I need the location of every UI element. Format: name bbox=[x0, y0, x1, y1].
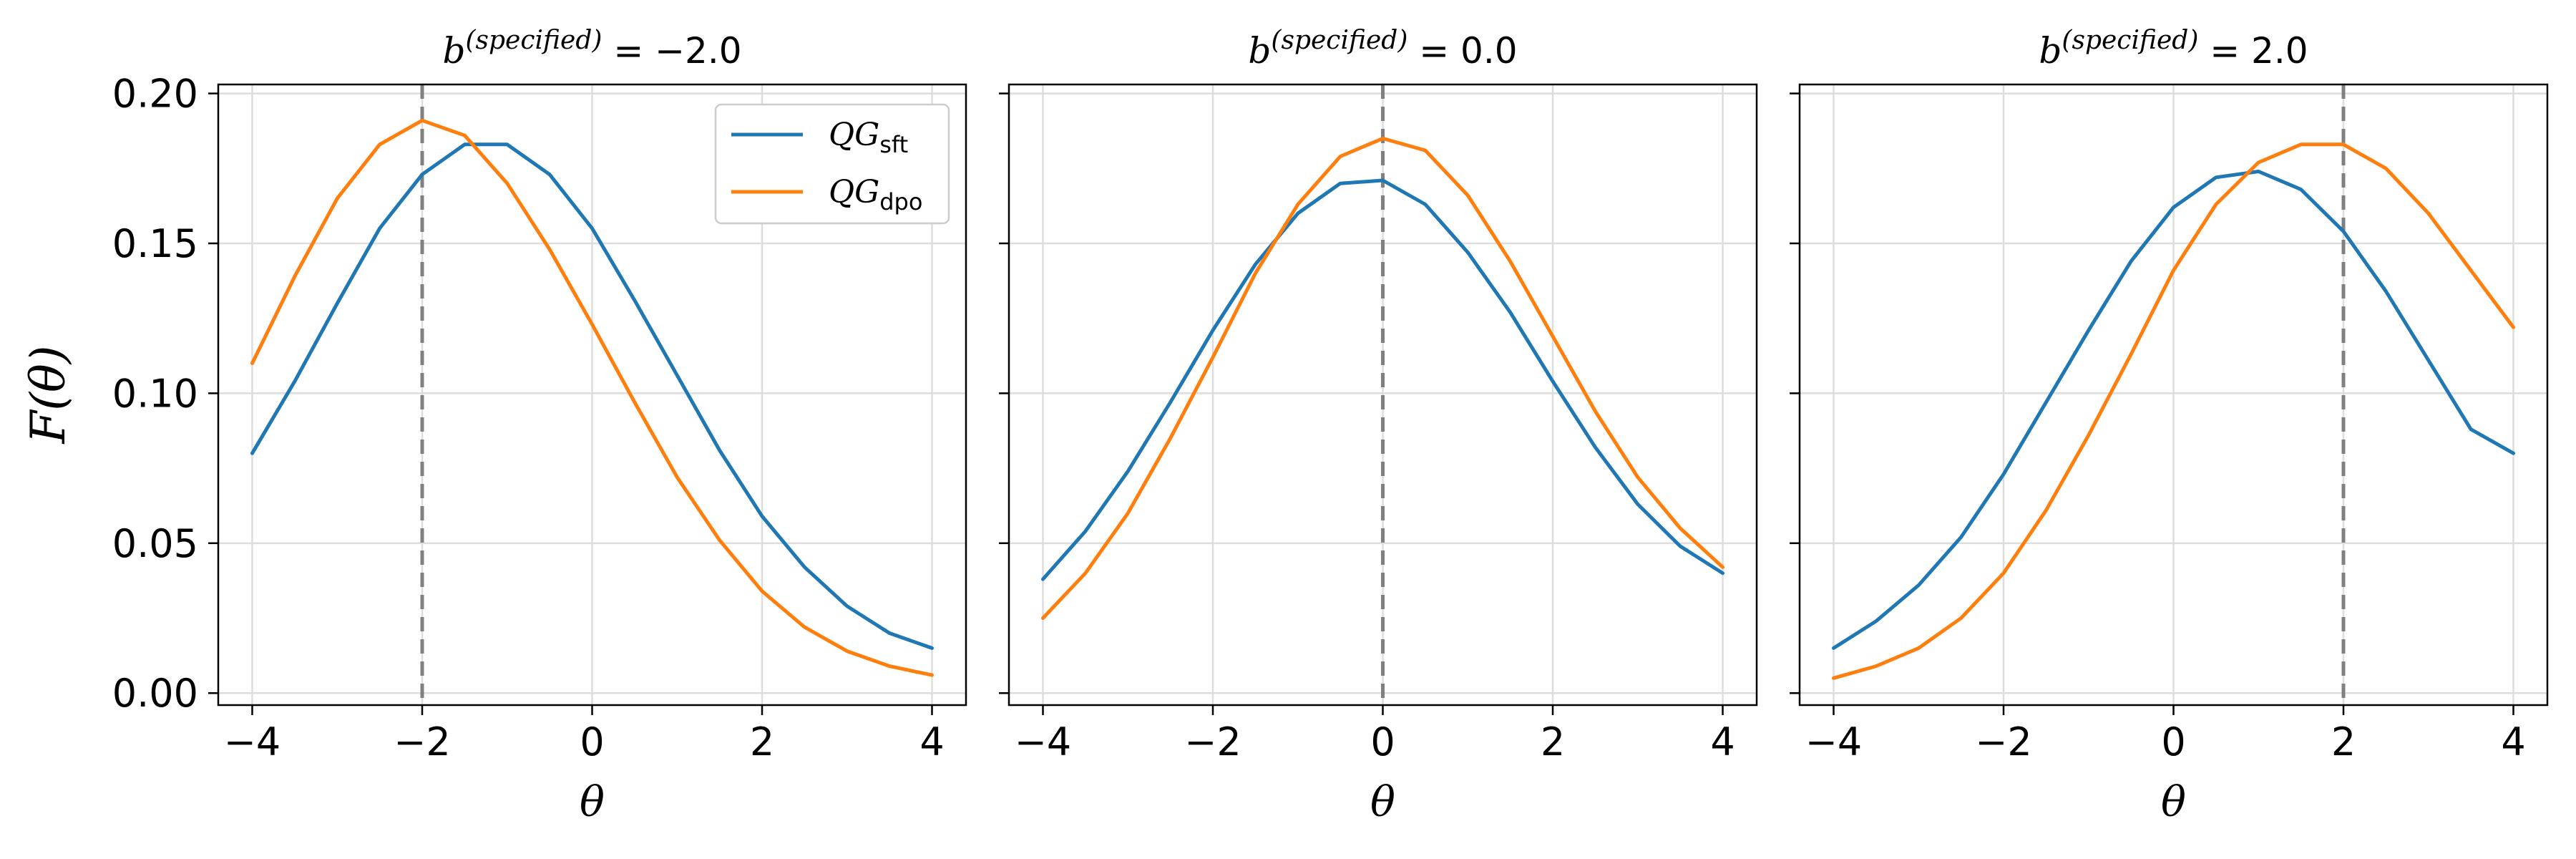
series-line-qg-dpo bbox=[250, 118, 934, 677]
panel-1: −4 −2 0 2 4 0.00 0.05 0.10 0.15 0.20 θ b(specified)… bbox=[112, 26, 967, 826]
x-tick-label: −2 bbox=[394, 719, 451, 765]
legend-label-subscript: sft bbox=[879, 131, 908, 158]
legend-label-base: QG bbox=[829, 117, 879, 153]
x-tick-label: −4 bbox=[224, 719, 281, 765]
series-line-qg-sft bbox=[1041, 178, 1724, 581]
legend-label-subscript: dpo bbox=[879, 188, 922, 215]
y-tick-label: 0.10 bbox=[112, 371, 198, 416]
x-tick-label: 2 bbox=[750, 719, 774, 765]
y-axis-label: F(θ) bbox=[21, 345, 76, 444]
y-tick-label: 0.15 bbox=[112, 221, 198, 266]
x-axis-label: θ bbox=[580, 777, 605, 826]
x-tick-label: −2 bbox=[1184, 719, 1241, 765]
panel-title-base: b bbox=[442, 30, 465, 72]
panel-title-superscript: (specified) bbox=[465, 26, 602, 55]
x-tick-label: 0 bbox=[1370, 719, 1395, 765]
series-line-qg-dpo bbox=[1832, 142, 2515, 680]
panel-title: b(specified) = 2.0 bbox=[2039, 26, 2308, 72]
legend-label-dpo: QGdpo bbox=[829, 174, 922, 215]
x-tick-label: −4 bbox=[1015, 719, 1072, 765]
x-tick-label: −2 bbox=[1975, 719, 2032, 765]
panel-title-value: = 0.0 bbox=[1407, 30, 1517, 72]
y-tick-label: 0.00 bbox=[112, 671, 198, 716]
x-tick-label: 4 bbox=[2501, 719, 2525, 765]
series-line-qg-dpo bbox=[1041, 136, 1724, 620]
x-axis-label: θ bbox=[1370, 777, 1395, 826]
x-tick-label: 4 bbox=[1710, 719, 1735, 765]
panel-title: b(specified) = −2.0 bbox=[442, 26, 741, 72]
panel-3: −4 −2 0 2 4 θ b(specified) = 2.0 bbox=[1790, 26, 2549, 826]
panel-title-superscript: (specified) bbox=[2062, 26, 2198, 55]
x-tick-label: 0 bbox=[580, 719, 604, 765]
panel-title-superscript: (specified) bbox=[1271, 26, 1407, 55]
series-line-qg-sft bbox=[250, 142, 934, 650]
y-tick-label: 0.05 bbox=[112, 521, 198, 566]
x-tick-label: 2 bbox=[2331, 719, 2356, 765]
x-tick-label: −4 bbox=[1805, 719, 1863, 765]
legend-label-sft: QGsft bbox=[829, 117, 908, 158]
panel-title-value: = 2.0 bbox=[2198, 30, 2308, 72]
panel-2: −4 −2 0 2 4 θ b(specified) = 0.0 bbox=[999, 26, 1758, 826]
panel-title-value: = −2.0 bbox=[602, 30, 741, 72]
x-axis-label: θ bbox=[2161, 777, 2186, 826]
x-tick-label: 0 bbox=[2161, 719, 2185, 765]
y-tick-label: 0.20 bbox=[112, 72, 198, 117]
panel-title-base: b bbox=[2039, 30, 2062, 72]
series-line-qg-sft bbox=[1832, 170, 2515, 650]
x-tick-label: 4 bbox=[919, 719, 944, 765]
panel-title: b(specified) = 0.0 bbox=[1248, 26, 1517, 72]
x-tick-label: 2 bbox=[1541, 719, 1565, 765]
legend-label-base: QG bbox=[829, 174, 879, 210]
panel-title-base: b bbox=[1248, 30, 1271, 72]
